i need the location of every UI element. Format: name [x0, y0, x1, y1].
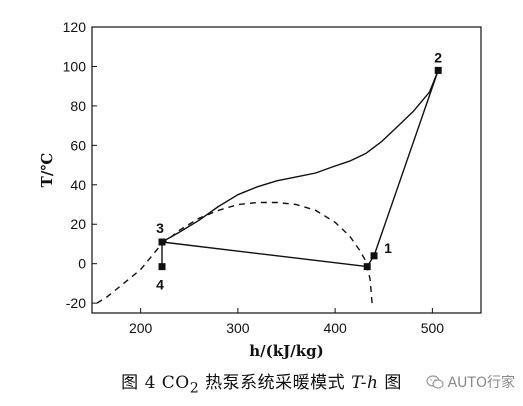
watermark-text: AUTO行家 — [447, 375, 515, 391]
heat-pump-cycle-line — [161, 69, 439, 268]
chart: 200 300 400 500 -20 0 20 40 60 80 100 120 1 2 3 4 h/(kJ/… — [38, 19, 482, 360]
figure-caption: 图 4 CO2 热泵系统采暖模式 T-h 图 — [0, 368, 523, 396]
x-tick-label: 200 — [129, 320, 153, 336]
watermark: AUTO行家 — [425, 372, 515, 392]
y-tick-label: 80 — [70, 98, 86, 114]
y-tick-label: 100 — [63, 58, 87, 74]
y-axis-title: T/℃ — [38, 153, 56, 188]
state-point-marker — [434, 66, 442, 74]
state-point-label: 4 — [156, 277, 164, 293]
x-axis-title: h/(kJ/kg) — [249, 342, 323, 360]
state-point-label: 3 — [156, 220, 164, 236]
saturation-dome-line — [96, 201, 373, 304]
x-tick-label: 300 — [226, 320, 250, 336]
wechat-icon — [425, 375, 444, 389]
evaporator-outlet-marker — [363, 263, 371, 271]
state-point-marker — [158, 238, 166, 246]
x-tick-label: 500 — [421, 320, 445, 336]
y-tick-label: 20 — [70, 216, 86, 232]
y-tick-label: 120 — [63, 19, 87, 35]
y-tick-label: -20 — [66, 295, 86, 311]
caption-subscript: 2 — [189, 380, 200, 397]
caption-suffix: 图 — [378, 373, 402, 393]
state-point-label: 1 — [384, 240, 392, 256]
y-tick-label: 40 — [70, 177, 86, 193]
caption-middle: 热泵系统采暖模式 — [199, 373, 352, 393]
x-tick-label: 400 — [323, 320, 347, 336]
state-point-marker — [370, 252, 378, 260]
y-tick-label: 0 — [78, 256, 86, 272]
y-tick-label: 60 — [70, 137, 86, 153]
plot-frame — [91, 26, 482, 314]
caption-italic: T-h — [351, 373, 379, 393]
caption-prefix: 图 4 CO — [121, 373, 190, 393]
state-point-label: 2 — [434, 49, 442, 65]
state-point-marker — [158, 263, 166, 271]
